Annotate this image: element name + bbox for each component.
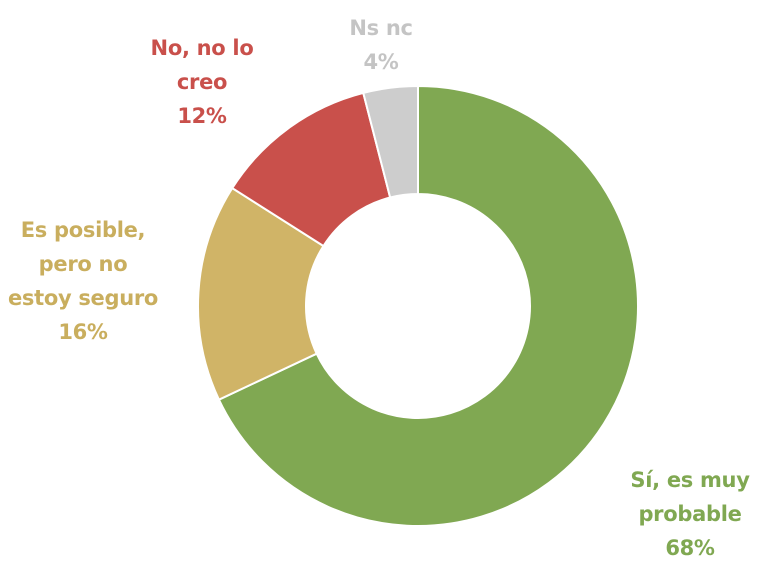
donut-slice [217, 84, 639, 527]
label-line: Es posible, [20, 218, 146, 242]
donut-slice [362, 84, 419, 199]
label-si-muy-probable: Sí, es muy probable 68% [630, 463, 749, 565]
label-line: estoy seguro [7, 286, 159, 310]
donut-slice [197, 186, 325, 402]
label-value: 4% [363, 50, 399, 74]
label-no-lo-creo: No, no lo creo 12% [151, 31, 254, 133]
label-line: Sí, es muy [630, 468, 750, 492]
label-line: creo [176, 70, 228, 94]
label-value: 12% [177, 104, 227, 128]
label-es-posible: Es posible, pero no estoy seguro 16% [8, 213, 158, 349]
label-line: Ns nc [349, 16, 413, 40]
label-line: No, no lo [150, 36, 254, 60]
label-line: probable [638, 502, 742, 526]
label-value: 16% [58, 320, 108, 344]
label-ns-nc: Ns nc 4% [349, 11, 413, 79]
label-line: pero no [38, 252, 128, 276]
label-value: 68% [665, 536, 715, 560]
